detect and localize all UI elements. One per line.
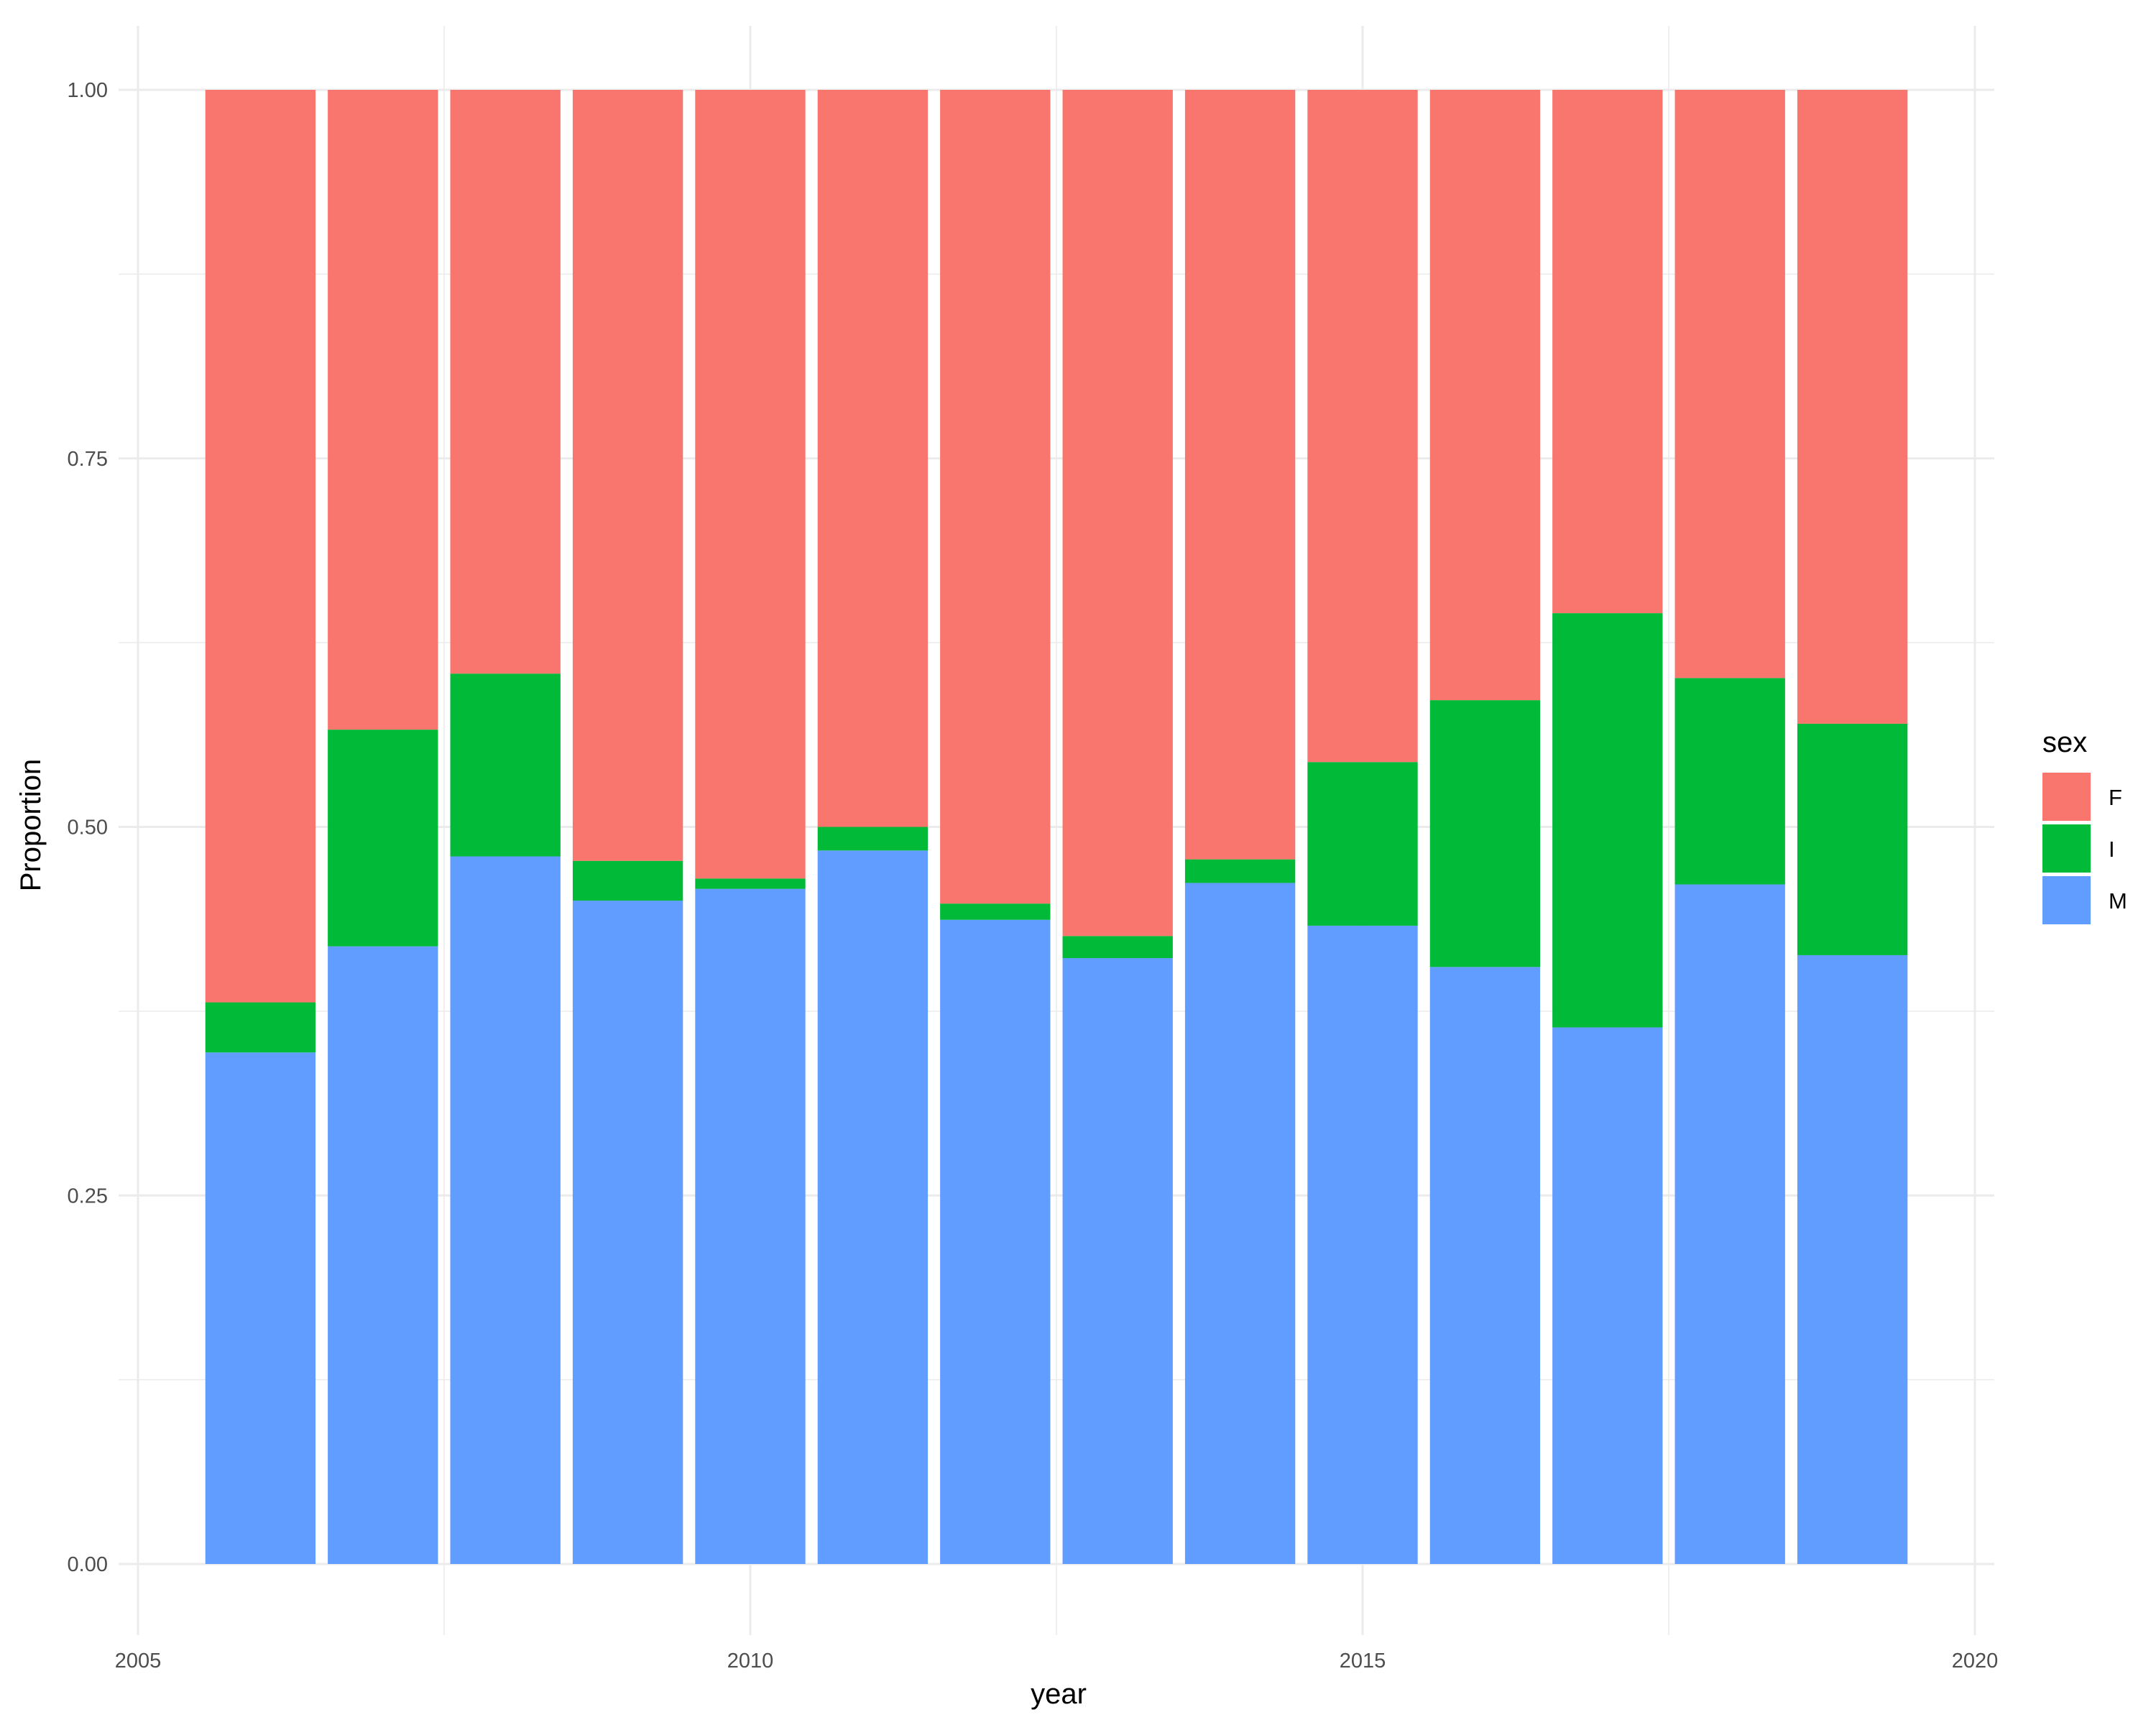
bar-2008-I [450, 673, 561, 857]
bar-2012-F [940, 90, 1051, 904]
bar-2017-F [1552, 90, 1663, 614]
bar-2015-F [1307, 90, 1418, 763]
x-tick-label: 2005 [115, 1650, 162, 1673]
bar-2019-I [1797, 723, 1908, 955]
bar-2013-M [1062, 958, 1173, 1564]
bar-2015-I [1307, 762, 1418, 926]
bar-2012-I [940, 903, 1051, 920]
bar-2008-F [450, 90, 561, 674]
y-tick-label: 0.00 [68, 1553, 108, 1576]
x-tick-label: 2020 [1952, 1650, 1999, 1673]
bar-2019-M [1797, 954, 1908, 1564]
legend-label-M: M [2109, 888, 2127, 914]
y-axis-ticks: 0.00 0.25 0.50 0.75 1.00 [68, 79, 108, 1576]
bar-2018-M [1674, 884, 1785, 1564]
bar-2006-M [205, 1052, 316, 1564]
bar-2019-F [1797, 90, 1908, 724]
bar-2008-M [450, 856, 561, 1564]
bar-2011-F [817, 90, 929, 827]
bars [205, 90, 1908, 1564]
x-axis-ticks: 2005 2010 2015 2020 [115, 1650, 1999, 1673]
legend-key-M [2042, 876, 2091, 924]
bar-2017-M [1552, 1027, 1663, 1564]
bar-2006-I [205, 1002, 316, 1053]
bar-2018-F [1674, 90, 1785, 678]
x-axis-title: year [1031, 1678, 1087, 1710]
legend-key-I [2042, 824, 2091, 873]
bar-2017-I [1552, 613, 1663, 1028]
legend-title: sex [2042, 727, 2087, 758]
bar-2016-M [1429, 967, 1541, 1564]
y-tick-label: 0.75 [68, 448, 108, 471]
y-tick-label: 0.50 [68, 816, 108, 840]
bar-2014-F [1184, 90, 1296, 860]
bar-2018-I [1674, 678, 1785, 885]
bar-2011-M [817, 850, 929, 1564]
legend-key-F [2042, 773, 2091, 821]
bar-2009-F [572, 90, 683, 861]
bar-2016-I [1429, 700, 1541, 967]
bar-2010-M [695, 888, 806, 1564]
bar-2013-I [1062, 936, 1173, 959]
bar-2007-F [328, 90, 438, 730]
y-tick-label: 1.00 [68, 79, 108, 102]
bar-2009-M [572, 901, 683, 1564]
bar-2007-I [328, 730, 438, 947]
x-tick-label: 2010 [727, 1650, 774, 1673]
legend-label-F: F [2109, 785, 2122, 810]
legend-label-I: I [2109, 837, 2115, 862]
x-tick-label: 2015 [1340, 1650, 1386, 1673]
y-tick-label: 0.25 [68, 1184, 108, 1208]
bar-2006-F [205, 90, 316, 1003]
legend: sex F I M [2042, 727, 2127, 924]
bar-2012-M [940, 919, 1051, 1564]
y-axis-title: Proportion [15, 759, 47, 892]
bar-2010-I [695, 878, 806, 889]
bar-2007-M [328, 946, 438, 1564]
bar-2013-F [1062, 90, 1173, 937]
bar-2014-I [1184, 859, 1296, 883]
bar-2014-M [1184, 883, 1296, 1564]
bar-2016-F [1429, 90, 1541, 701]
bar-2009-I [572, 860, 683, 901]
bar-2010-F [695, 90, 806, 879]
bar-2011-I [817, 827, 929, 851]
bar-2015-M [1307, 925, 1418, 1564]
